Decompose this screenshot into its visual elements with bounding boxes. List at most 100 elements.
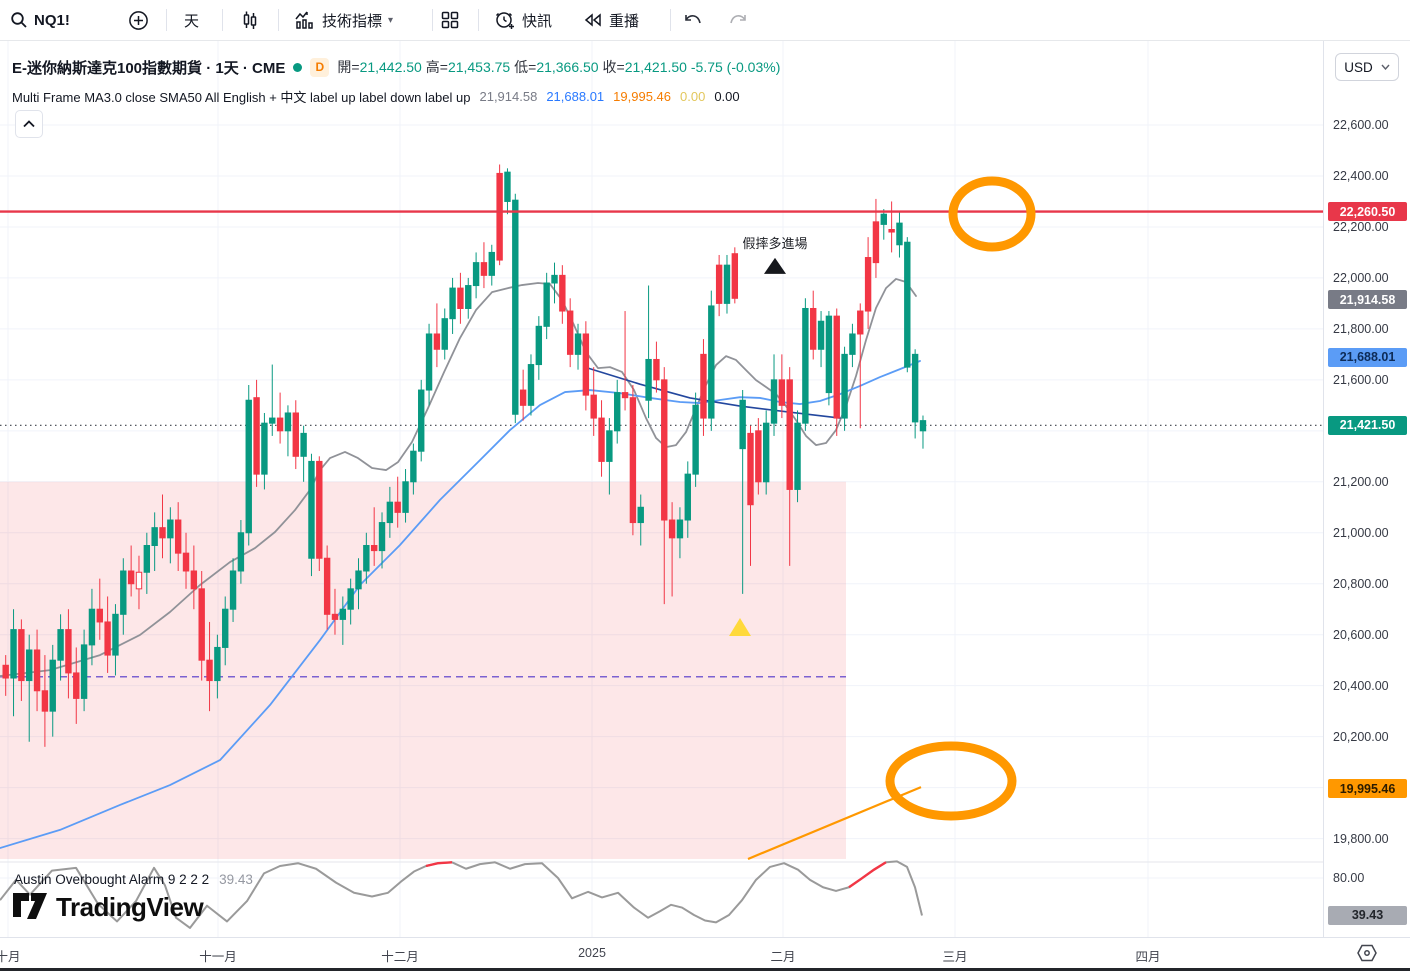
currency-label: USD <box>1344 59 1373 75</box>
oscillator-line[interactable] <box>0 860 923 929</box>
tradingview-logo-text: TradingView <box>56 892 204 922</box>
top-toolbar: NQ1! 天 技術指標 ▾ <box>0 0 1410 41</box>
indicator-value-4: 0.00 <box>680 88 706 104</box>
time-axis-label[interactable]: 十二月 <box>381 950 419 964</box>
highlight-circle-2[interactable] <box>885 741 1017 821</box>
chevron-up-icon <box>23 115 35 133</box>
indicator-value-1: 21,914.58 <box>479 88 538 104</box>
price-marker-label: 22,260.50 <box>1328 202 1407 222</box>
candles[interactable] <box>2 164 927 747</box>
price-chart[interactable]: 假摔多進場 <box>0 41 1323 937</box>
undo-button[interactable] <box>682 0 704 40</box>
indicators-button[interactable]: 技術指標 ▾ <box>294 0 393 40</box>
compare-add-button[interactable] <box>128 0 149 40</box>
price-marker-label: 39.43 <box>1328 905 1407 925</box>
indicator-title[interactable]: Multi Frame MA3.0 close SMA50 All Englis… <box>12 89 471 105</box>
interval-badge: D <box>310 57 330 77</box>
tradingview-logo-icon <box>12 890 48 925</box>
chart-style-button[interactable] <box>240 0 260 40</box>
price-tick: 19,800.00 <box>1333 831 1389 846</box>
layout-button[interactable] <box>440 0 460 40</box>
toolbar-separator <box>278 9 279 31</box>
alerts-label: 快訊 <box>522 12 553 30</box>
price-tick: 22,000.00 <box>1333 270 1389 285</box>
oscillator-legend-row[interactable]: Austin Overbought Alarm 9 2 2 2 39.43 <box>14 872 253 887</box>
market-status-dot <box>293 62 303 72</box>
alert-button[interactable]: 快訊 <box>494 0 552 40</box>
time-axis-label[interactable]: 十月 <box>0 950 21 964</box>
sma50-line[interactable] <box>0 360 921 849</box>
price-axis[interactable]: USD 22,600.00 22,400.00 22,200.00 22,000.00… <box>1323 41 1410 937</box>
symbol-name: NQ1! <box>34 11 70 29</box>
time-axis-label[interactable]: 二月 <box>770 950 796 964</box>
price-tick: 20,800.00 <box>1333 576 1389 591</box>
price-tick: 22,400.00 <box>1333 168 1389 183</box>
redo-arrow-icon <box>727 11 749 29</box>
symbol-legend-row[interactable]: E-迷你納斯達克100指數期貨 · 1天 · CME D 開=21,442.50… <box>12 56 780 78</box>
toolbar-separator <box>166 9 167 31</box>
price-marker-label: 19,995.46 <box>1328 779 1407 799</box>
price-marker-label: 21,914.58 <box>1328 290 1407 310</box>
ma-extra-line[interactable] <box>587 367 841 419</box>
price-tick: 22,600.00 <box>1333 118 1389 132</box>
toolbar-separator <box>222 9 223 31</box>
low-label: 低= <box>514 59 537 75</box>
chevron-down-icon <box>1381 64 1390 70</box>
entry-annotation-label[interactable]: 假摔多進場 <box>742 236 807 251</box>
toolbar-separator <box>432 9 433 31</box>
currency-selector[interactable]: USD <box>1335 53 1399 81</box>
price-tick: 22,200.00 <box>1333 219 1389 234</box>
search-icon <box>10 11 28 29</box>
undo-arrow-icon <box>682 11 704 29</box>
alarm-clock-plus-icon <box>494 9 516 31</box>
signal-triangle-marker[interactable] <box>729 618 751 637</box>
oscillator-title[interactable]: Austin Overbought Alarm 9 2 2 2 <box>14 872 210 887</box>
open-value: 21,442.50 <box>359 59 422 75</box>
low-value: 21,366.50 <box>536 59 599 75</box>
ohlc-values: 開=21,442.50 高=21,453.75 低=21,366.50 收=21… <box>337 57 780 77</box>
indicator-value-3: 19,995.46 <box>613 88 672 104</box>
window-bottom-edge <box>0 968 1410 971</box>
time-axis[interactable]: 十月 十一月 十二月 2025 二月 三月 四月 <box>0 937 1410 968</box>
price-tick: 20,200.00 <box>1333 729 1389 744</box>
indicator-value-5: 0.00 <box>714 88 740 104</box>
trend-line[interactable] <box>747 786 922 860</box>
redo-button[interactable] <box>727 0 749 40</box>
symbol-title[interactable]: E-迷你納斯達克100指數期貨 · 1天 · CME <box>12 59 286 77</box>
rewind-icon <box>583 11 603 29</box>
interval-button[interactable]: 天 <box>184 0 199 40</box>
collapse-legend-button[interactable] <box>15 110 43 138</box>
indicator-legend-row[interactable]: Multi Frame MA3.0 close SMA50 All Englis… <box>12 87 740 105</box>
replay-button[interactable]: 重播 <box>583 0 639 40</box>
toolbar-separator <box>670 9 671 31</box>
close-label: 收= <box>602 59 625 75</box>
price-tick: 21,600.00 <box>1333 372 1389 387</box>
close-value: 21,421.50 <box>624 59 687 75</box>
price-marker-label: 21,421.50 <box>1328 415 1407 435</box>
indicators-icon <box>294 10 316 30</box>
replay-label: 重播 <box>609 12 640 30</box>
oscillator-value: 39.43 <box>219 872 253 887</box>
open-label: 開= <box>337 59 360 75</box>
time-axis-label[interactable]: 四月 <box>1135 950 1161 964</box>
price-marker-label: 21,688.01 <box>1328 347 1407 367</box>
oscillator-overbought-segment <box>848 861 887 889</box>
price-tick: 21,000.00 <box>1333 525 1389 540</box>
time-axis-label[interactable]: 三月 <box>942 950 968 964</box>
entry-triangle-marker[interactable] <box>764 257 786 274</box>
price-tick: 80.00 <box>1333 871 1365 885</box>
candlestick-icon <box>240 10 260 30</box>
chevron-down-icon: ▾ <box>388 14 394 26</box>
plus-circle-icon <box>128 10 149 31</box>
time-axis-label[interactable]: 2025 <box>578 946 606 960</box>
change-value: -5.75 (-0.03%) <box>690 59 781 75</box>
time-axis-label[interactable]: 十一月 <box>199 950 237 964</box>
oscillator-overbought-segment <box>425 861 453 868</box>
highlight-circle-1[interactable] <box>948 176 1036 252</box>
toolbar-separator <box>478 9 479 31</box>
tradingview-watermark[interactable]: TradingView <box>12 890 204 925</box>
chart-gridlines <box>0 41 1323 937</box>
symbol-search-button[interactable]: NQ1! <box>10 0 70 40</box>
axis-settings-icon[interactable] <box>1356 943 1378 968</box>
